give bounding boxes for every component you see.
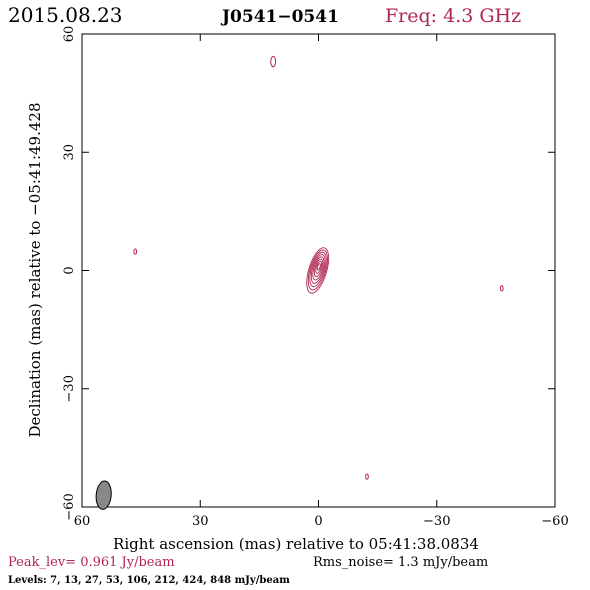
- contour-level: [307, 249, 328, 291]
- y-tick-label: 30: [62, 144, 77, 161]
- peak-level: Peak_lev= 0.961 Jy/beam: [8, 555, 175, 570]
- frequency-label: Freq: 4.3 GHz: [385, 5, 521, 27]
- axis-tick-labels: 60 30 0 −30 −60 −60 −30 0 30 60: [62, 26, 569, 529]
- contour-plot: [133, 55, 504, 480]
- y-tick-label: −30: [62, 375, 77, 402]
- y-tick-label: 0: [62, 266, 77, 274]
- observation-date: 2015.08.23: [8, 3, 123, 27]
- contour-level: [316, 263, 321, 271]
- contour-level: [306, 247, 330, 294]
- contour-level: [310, 254, 326, 284]
- contour-level: [313, 258, 324, 278]
- y-tick-label: 60: [62, 26, 77, 43]
- beam-ellipse-group: [95, 480, 112, 510]
- contour-level: [312, 256, 325, 281]
- x-tick-label: −60: [541, 514, 568, 529]
- x-tick-label: 30: [192, 514, 209, 529]
- source-name: J0541−0541: [220, 7, 339, 27]
- contour-level: [315, 260, 323, 274]
- x-tick-label: −30: [423, 514, 450, 529]
- rms-noise: Rms_noise= 1.3 mJy/beam: [313, 555, 488, 570]
- west-spot-contour: [133, 248, 138, 255]
- south-spot-contour: [365, 473, 369, 480]
- y-tick-label: −60: [62, 493, 77, 520]
- x-tick-label: 0: [314, 514, 322, 529]
- contour-level: [309, 251, 327, 288]
- axis-ticks: [81, 33, 556, 508]
- plot-frame: [81, 33, 556, 508]
- contour-levels: Levels: 7, 13, 27, 53, 106, 212, 424, 84…: [8, 575, 290, 586]
- y-axis-label: Declination (mas) relative to −05:41:49.…: [26, 102, 44, 437]
- east-spot-contour: [499, 285, 504, 292]
- north-spot-contour: [270, 55, 277, 68]
- x-tick-label: 60: [74, 514, 91, 529]
- core-component: [306, 247, 330, 294]
- x-axis-label: Right ascension (mas) relative to 05:41:…: [113, 535, 479, 553]
- beam-ellipse: [95, 480, 112, 510]
